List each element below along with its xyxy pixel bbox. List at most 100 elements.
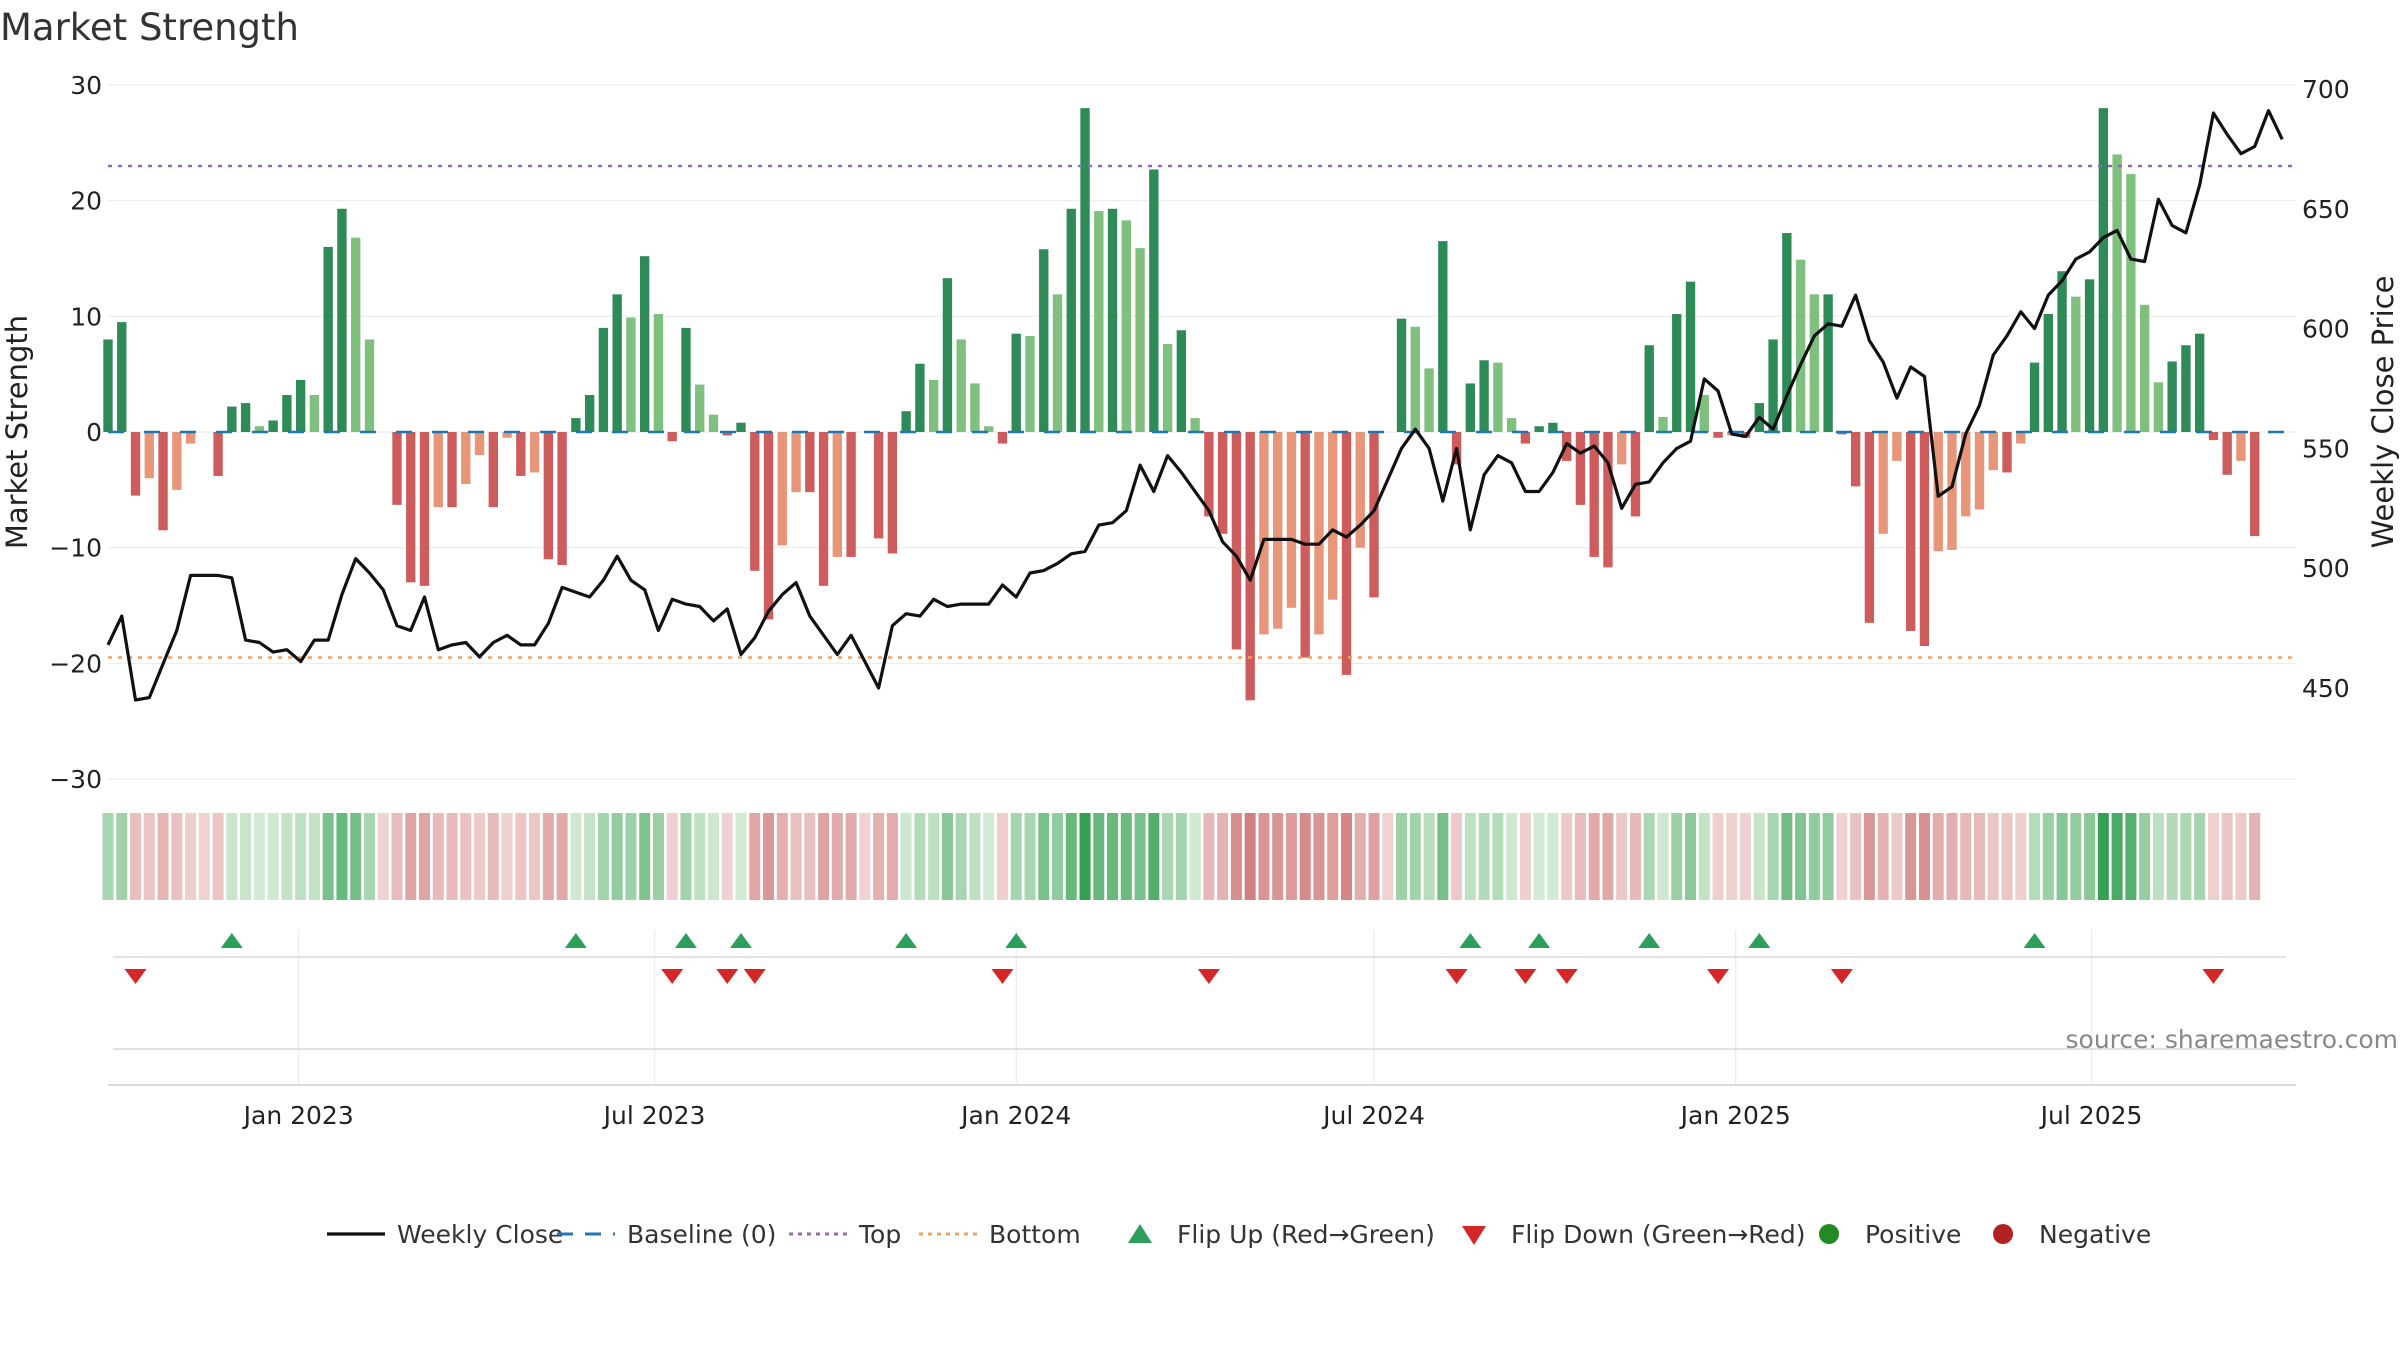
heat-strip-cell (1038, 813, 1050, 900)
heat-strip-cell (336, 813, 348, 900)
strength-bar (2236, 432, 2246, 461)
strength-bar (461, 432, 471, 485)
heat-strip-cell (2249, 813, 2261, 900)
heat-strip-cell (1891, 813, 1903, 900)
legend-label: Baseline (0) (627, 1220, 776, 1249)
legend-item: Negative (1993, 1220, 2151, 1249)
legend-item: Top (789, 1220, 901, 1249)
heat-strip-cell (350, 813, 362, 900)
heat-strip-cell (2194, 813, 2206, 900)
legend-label: Weekly Close (397, 1220, 563, 1249)
legend-label: Negative (2039, 1220, 2151, 1249)
strength-bar (1080, 108, 1090, 432)
heat-strip-cell (322, 813, 334, 900)
flip-up-marker (1638, 933, 1661, 948)
strength-bar (1011, 333, 1021, 432)
flip-up-marker (2023, 933, 2046, 948)
heat-strip-cell (666, 813, 678, 900)
strength-bar (708, 414, 719, 432)
strength-bar (763, 432, 774, 620)
strength-bar (2098, 108, 2109, 432)
strength-bar (818, 432, 829, 586)
heat-strip-cell (1478, 813, 1490, 900)
weekly-close-line (106, 108, 2284, 702)
heat-strip-cell (1230, 813, 1242, 900)
strength-bar (1493, 362, 1503, 432)
flip-down-marker (1830, 969, 1853, 984)
legend-label: Positive (1865, 1220, 1961, 1249)
heat-strip-cell (2221, 813, 2233, 900)
strength-bar (942, 278, 953, 432)
heat-strip-cell (1506, 813, 1518, 900)
y2-tick-label: 600 (2302, 315, 2350, 344)
strength-bar (1672, 314, 1682, 432)
heat-strip-cell (1533, 813, 1545, 900)
strength-bar (1314, 432, 1324, 635)
heat-strip-cell (1464, 813, 1476, 900)
heat-strip-cell (2235, 813, 2247, 900)
heat-strip-cell (377, 813, 389, 900)
strength-bar (832, 432, 843, 557)
strength-bar (2071, 296, 2081, 432)
source-text: source: sharemaestro.com (2066, 1025, 2399, 1054)
heat-strip-cell (1217, 813, 1229, 900)
strength-bar (653, 314, 664, 432)
flip-down-marker (124, 969, 147, 984)
legend-item: Baseline (0) (557, 1220, 776, 1249)
y-tick-label: −30 (49, 765, 102, 794)
y2-tick-label: 700 (2302, 75, 2350, 104)
y2-tick-label: 500 (2302, 554, 2350, 583)
heat-strip-cell (1134, 813, 1146, 900)
legend-dot-icon (1993, 1224, 2013, 1244)
heat-strip-cell (570, 813, 582, 900)
heat-strip-cell (1795, 813, 1807, 900)
flip-up-marker (1528, 933, 1551, 948)
heat-strip-cell (983, 813, 995, 900)
legend-flip-up-icon (1128, 1224, 1152, 1243)
strength-bar (1617, 432, 1627, 465)
heat-strip-cell (955, 813, 967, 900)
strength-bar (1355, 432, 1365, 548)
x-tick-label: Jul 2024 (1321, 1101, 1425, 1130)
heat-strip-cell (267, 813, 279, 900)
heat-strip-cell (157, 813, 169, 900)
strength-bar (612, 294, 622, 432)
heat-strip-cell (1065, 813, 1077, 900)
flip-down-marker (1197, 969, 1220, 984)
strength-bar (1795, 259, 1806, 432)
heat-strip-cell (1148, 813, 1160, 900)
heat-strip-cell (2152, 813, 2164, 900)
y-tick-label: −20 (49, 649, 102, 678)
heat-strip-cell (295, 813, 307, 900)
strength-bar (185, 432, 196, 444)
strength-bar (2126, 174, 2136, 432)
strength-bar (144, 432, 154, 479)
heat-strip-cell (446, 813, 458, 900)
heat-strip-cell (1767, 813, 1779, 900)
strength-bar (1259, 432, 1269, 635)
heat-strip-cell (1698, 813, 1710, 900)
heat-strip-cell (1877, 813, 1889, 900)
strength-bar (1630, 432, 1641, 517)
x-tick-label: Jan 2025 (1679, 1101, 1791, 1130)
strength-bar (1479, 360, 1489, 432)
legend-flip-down-icon (1462, 1226, 1486, 1245)
heat-strip-cell (763, 813, 775, 900)
strength-bar (1424, 368, 1434, 432)
strength-bar (901, 411, 911, 432)
strength-bar (2002, 432, 2012, 473)
strength-bar (915, 363, 925, 432)
strength-bar (1066, 208, 1076, 432)
strength-bar (2250, 432, 2260, 537)
strength-bar (2194, 333, 2205, 432)
legend-item: Flip Down (Green→Red) (1462, 1220, 1806, 1249)
strength-bar (1149, 169, 1159, 433)
heat-strip-cell (1272, 813, 1284, 900)
heat-strip-cell (1285, 813, 1297, 900)
heat-strip-cell (240, 813, 252, 900)
strength-bar (1039, 249, 1049, 432)
strength-bar (309, 394, 320, 432)
strength-bar (1135, 248, 1145, 432)
heat-strip-cell (2207, 813, 2219, 900)
heat-strip-cell (130, 813, 142, 900)
